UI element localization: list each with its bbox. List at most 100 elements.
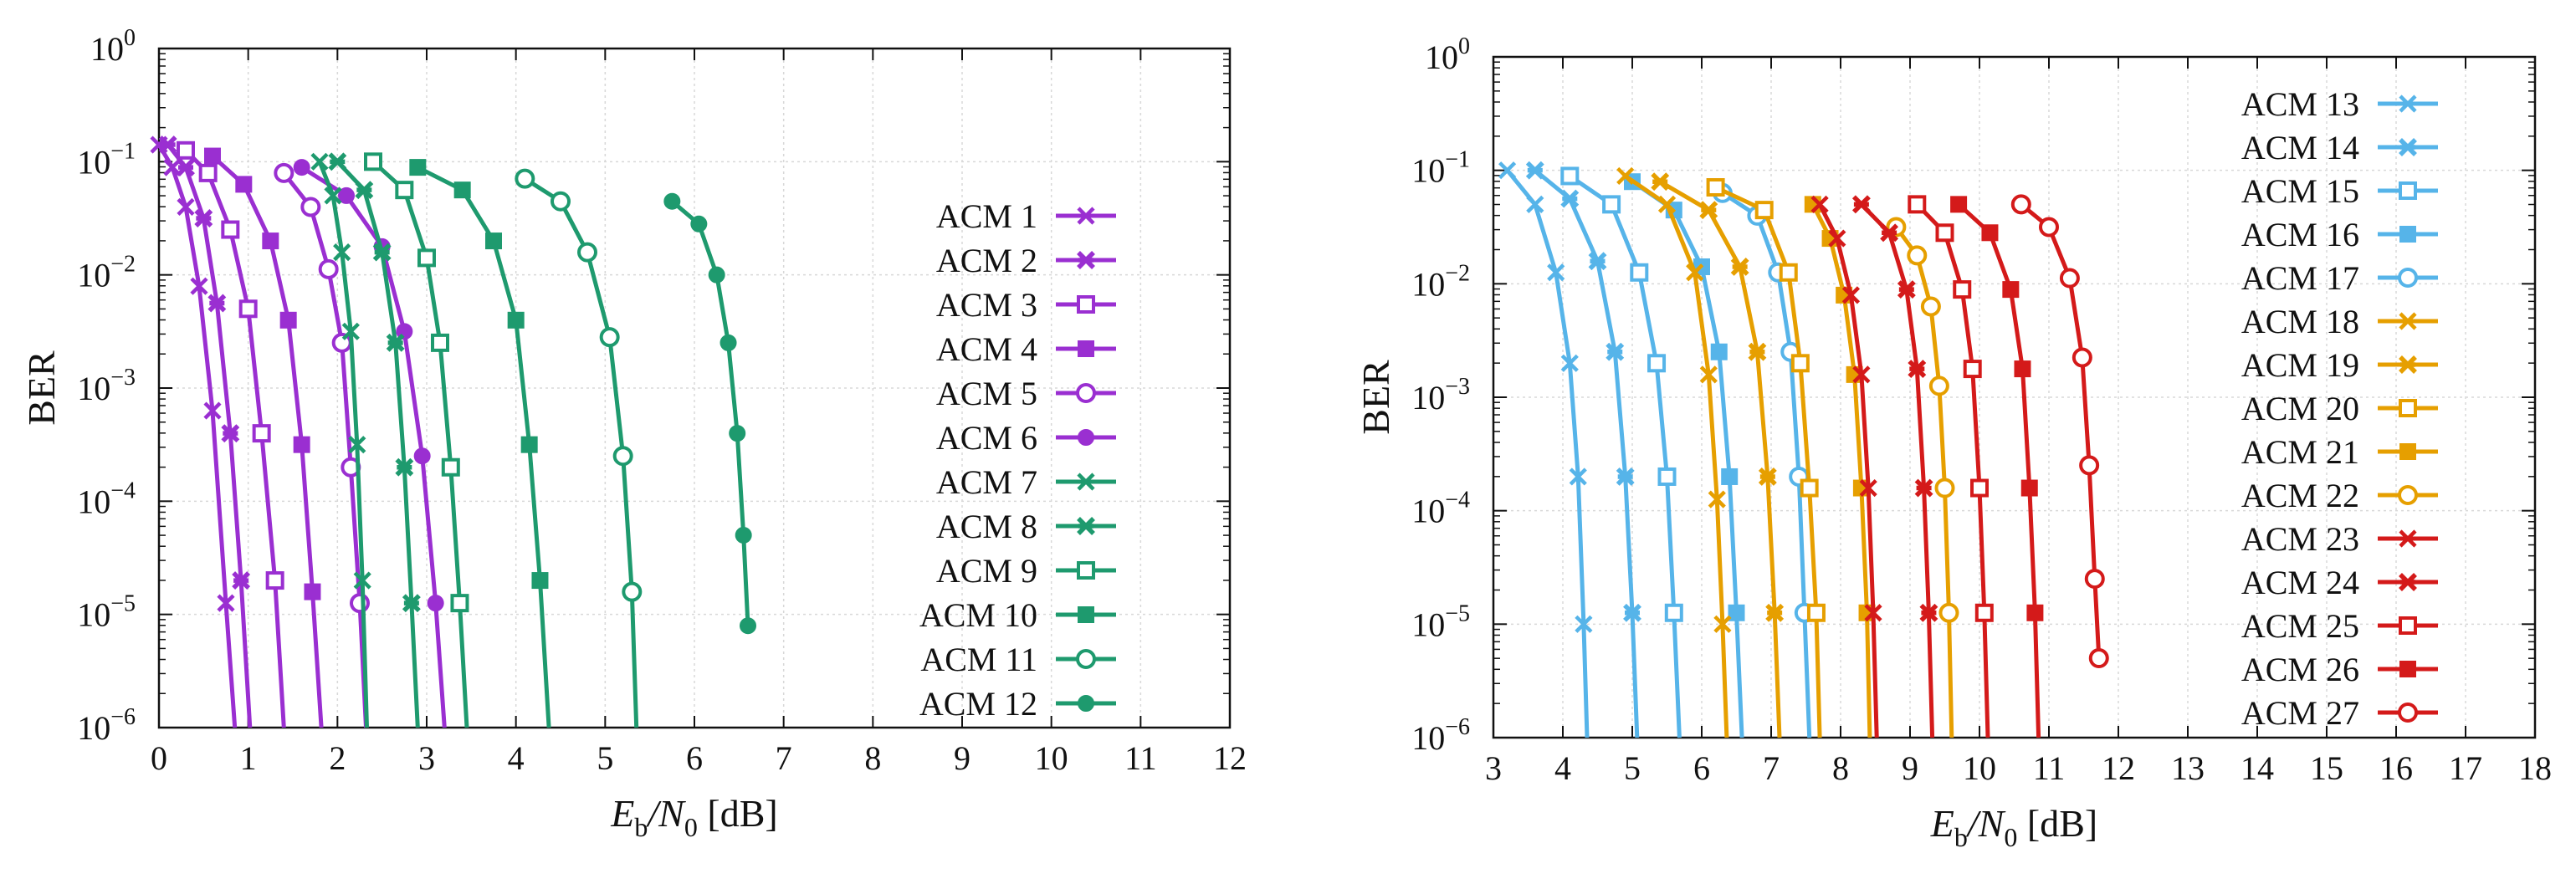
- y-tick-label: 10−2: [77, 252, 136, 294]
- data-point: [293, 159, 310, 176]
- legend-label: ACM 26: [2241, 651, 2359, 688]
- x-tick-label: 11: [2033, 749, 2066, 787]
- data-point: [1560, 166, 1580, 186]
- data-point: [318, 258, 339, 279]
- x-tick-label: 11: [1124, 739, 1157, 777]
- legend-label: ACM 22: [2241, 477, 2359, 514]
- data-point: [1852, 365, 1871, 384]
- x-axis-label: Eb/N0 [dB]: [610, 792, 777, 842]
- data-point: [1907, 245, 1928, 266]
- legend-marker: [2399, 181, 2417, 200]
- data-point: [1708, 490, 1726, 508]
- data-point: [1981, 224, 1999, 242]
- data-point: [177, 197, 195, 217]
- data-point: [1616, 166, 1635, 186]
- data-point: [417, 248, 436, 268]
- data-point: [1699, 201, 1718, 220]
- y-axis-label: BER: [1355, 360, 1397, 435]
- data-point: [1686, 263, 1704, 282]
- series-acm-15: [1560, 166, 1683, 738]
- legend-marker: [2399, 138, 2417, 156]
- data-point: [221, 424, 240, 443]
- data-point: [1800, 478, 1819, 498]
- data-point: [612, 446, 633, 467]
- data-point: [279, 311, 297, 329]
- data-point: [485, 232, 502, 250]
- data-point: [1953, 280, 1972, 299]
- series-line: [670, 199, 750, 626]
- data-point: [2072, 347, 2092, 368]
- data-point: [409, 159, 427, 176]
- grid: [1493, 56, 2536, 738]
- legend-label: ACM 16: [2241, 216, 2359, 253]
- data-point: [515, 168, 535, 189]
- legend-label: ACM 8: [936, 508, 1037, 545]
- data-point: [1699, 365, 1718, 384]
- series-acm-11: [515, 168, 643, 728]
- data-point: [1498, 161, 1517, 180]
- data-point: [1841, 286, 1861, 304]
- x-tick-label: 12: [2102, 749, 2135, 787]
- y-tick-label: 10−4: [77, 478, 136, 520]
- legend-label: ACM 1: [936, 197, 1037, 235]
- data-point: [333, 243, 351, 262]
- data-point: [1938, 602, 1959, 623]
- data-point: [190, 277, 208, 295]
- data-point: [341, 322, 360, 340]
- legend-label: ACM 5: [936, 375, 1037, 412]
- data-point: [1935, 223, 1954, 243]
- x-tick-label: 8: [864, 739, 881, 777]
- y-axis-label: BER: [20, 350, 63, 426]
- series-acm-9: [364, 152, 469, 728]
- data-point: [402, 594, 421, 613]
- data-point: [1602, 195, 1621, 214]
- y-tick-label: 10−5: [1411, 600, 1470, 643]
- y-tick-label: 10−2: [1411, 260, 1470, 303]
- x-tick-label: 7: [1763, 749, 1780, 787]
- x-axis: 0 1 2 3 4 5 6 7 8 9 10 11 12: [151, 49, 1247, 777]
- data-point: [1706, 178, 1725, 197]
- legend-marker: [1077, 561, 1095, 580]
- data-point: [1859, 478, 1877, 498]
- data-point: [1806, 603, 1826, 622]
- data-point: [2010, 194, 2031, 215]
- data-point: [2026, 604, 2044, 621]
- series-acm-20: [1706, 178, 1826, 738]
- data-point: [1606, 342, 1625, 361]
- data-point: [1575, 615, 1593, 633]
- data-point: [262, 232, 279, 250]
- data-point: [708, 266, 725, 284]
- data-point: [1560, 189, 1580, 208]
- series-acm-27: [2010, 194, 2109, 669]
- data-point: [1974, 603, 1994, 622]
- legend-marker: [1076, 383, 1096, 403]
- data-point: [1908, 195, 1927, 214]
- legend-marker: [2398, 703, 2418, 723]
- data-point: [507, 311, 525, 329]
- data-point: [1914, 478, 1933, 498]
- data-point: [622, 581, 643, 602]
- data-point: [203, 401, 222, 420]
- data-point: [1897, 280, 1916, 299]
- legend-marker: [2399, 226, 2416, 243]
- y-tick-label: 10−5: [77, 591, 136, 634]
- data-point: [204, 147, 221, 165]
- data-point: [453, 181, 471, 199]
- data-point: [304, 583, 321, 600]
- data-point: [1928, 376, 1949, 396]
- legend-label: ACM 3: [936, 286, 1037, 324]
- legend-label: ACM 23: [2241, 520, 2359, 558]
- legend-marker: [2399, 399, 2417, 417]
- data-point: [735, 526, 752, 544]
- data-point: [1851, 195, 1871, 214]
- data-point: [353, 571, 371, 590]
- legend-label: ACM 10: [919, 596, 1037, 634]
- series-acm-4: [204, 147, 324, 728]
- data-point: [1525, 161, 1544, 180]
- data-point: [355, 181, 374, 200]
- y-tick-label: 10−3: [1411, 374, 1470, 416]
- legend-label: ACM 6: [936, 419, 1037, 457]
- series-acm-18: [1616, 166, 1732, 738]
- data-point: [1664, 603, 1683, 622]
